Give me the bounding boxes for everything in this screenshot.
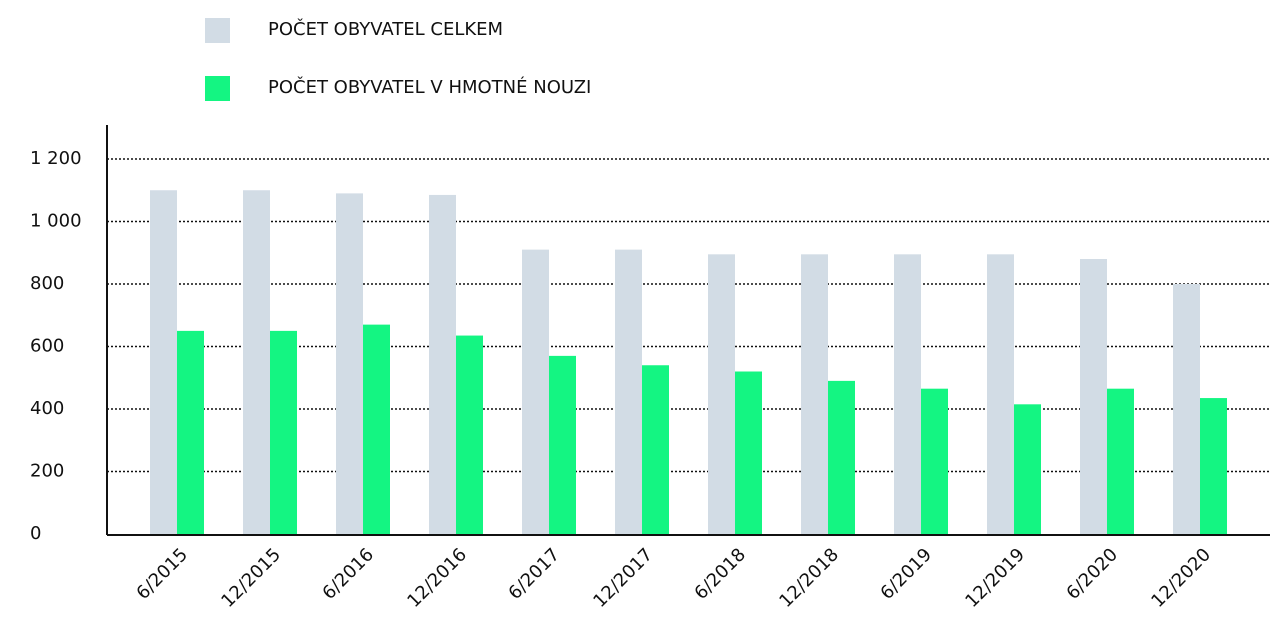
bar [735,371,762,534]
bar [1107,388,1134,534]
x-tick-label: 6/2018 [690,544,750,604]
x-tick-label: 6/2017 [504,544,564,604]
y-tick-label: 0 [30,523,41,544]
x-tick-label: 12/2019 [961,544,1029,612]
bar [921,388,948,534]
bar [549,355,576,534]
bar [522,249,549,534]
legend-swatch [205,76,230,101]
x-tick-label: 6/2019 [876,544,936,604]
bar [1080,259,1107,534]
x-tick-label: 6/2020 [1062,544,1122,604]
legend-swatch [205,18,230,43]
x-tick-label: 12/2018 [775,544,843,612]
bar [615,249,642,534]
bar [429,194,456,534]
x-tick-label: 12/2016 [403,544,471,612]
bar [828,380,855,534]
y-tick-label: 800 [30,273,64,294]
bar [150,190,177,534]
x-tick-label: 6/2015 [132,544,192,604]
bar [1173,284,1200,534]
legend-label: POČET OBYVATEL V HMOTNÉ NOUZI [268,76,591,98]
y-tick-label: 1 200 [30,148,82,169]
y-tick-label: 400 [30,398,64,419]
bar [801,254,828,534]
x-tick-label: 6/2016 [318,544,378,604]
x-tick-label: 12/2015 [217,544,285,612]
bar [708,254,735,534]
bar [642,365,669,534]
bar [243,190,270,534]
bar [456,335,483,534]
bar [894,254,921,534]
bar [1200,398,1227,534]
bar [270,330,297,534]
x-tick-label: 12/2017 [589,544,657,612]
y-tick-label: 200 [30,461,64,482]
bar [987,254,1014,534]
bar [177,330,204,534]
bar [1014,404,1041,534]
y-tick-label: 600 [30,336,64,357]
x-tick-label: 12/2020 [1147,544,1215,612]
legend-label: POČET OBYVATEL CELKEM [268,18,503,40]
bar [336,193,363,534]
bar [363,324,390,534]
y-tick-label: 1 000 [30,211,82,232]
